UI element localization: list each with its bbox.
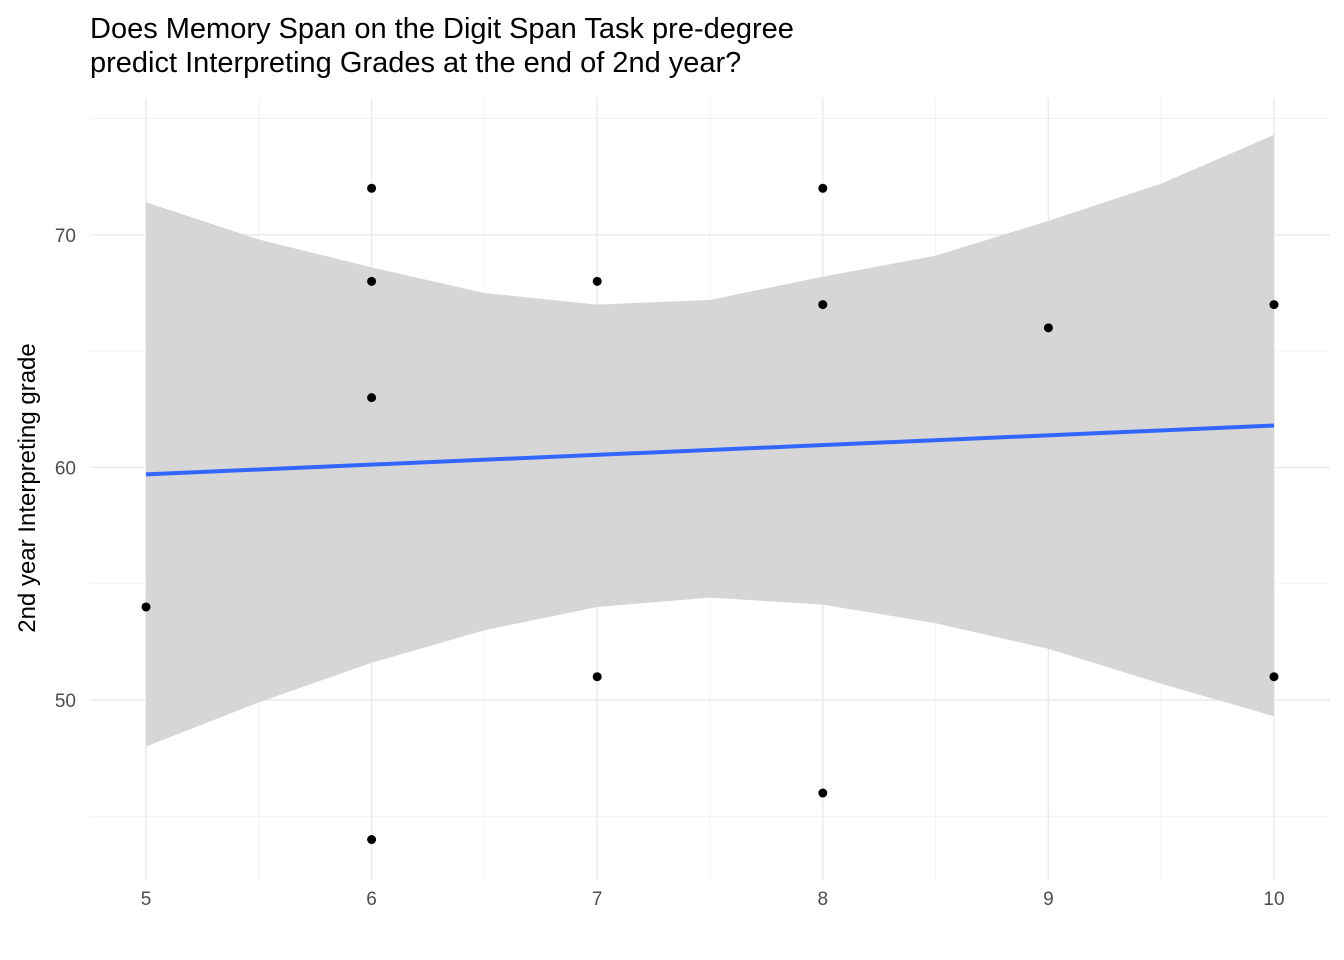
data-point	[592, 672, 602, 682]
y-tick-label: 60	[55, 458, 76, 479]
data-point	[367, 276, 377, 286]
data-point	[592, 276, 602, 286]
data-point	[818, 300, 828, 310]
x-tick-label: 8	[818, 889, 829, 910]
data-point	[141, 602, 151, 612]
x-tick-label: 7	[592, 889, 603, 910]
data-point	[1269, 300, 1279, 310]
regression-line	[145, 423, 1275, 477]
chart-title-line-1: Does Memory Span on the Digit Span Task …	[90, 13, 794, 45]
data-point	[818, 788, 828, 798]
data-point	[367, 835, 377, 845]
chart-title: Does Memory Span on the Digit Span Task …	[90, 12, 794, 80]
y-tick-label: 70	[55, 226, 76, 247]
confidence-band	[146, 134, 1274, 747]
data-point	[367, 183, 377, 193]
data-point	[1269, 672, 1279, 682]
data-point	[367, 393, 377, 403]
data-point	[1043, 323, 1053, 333]
x-tick-label: 6	[366, 889, 377, 910]
chart-title-line-2: predict Interpreting Grades at the end o…	[90, 47, 742, 79]
data-point	[818, 183, 828, 193]
x-tick-label: 5	[141, 889, 152, 910]
x-tick-label: 10	[1263, 889, 1284, 910]
x-tick-label: 9	[1043, 889, 1054, 910]
y-tick-label: 50	[55, 691, 76, 712]
